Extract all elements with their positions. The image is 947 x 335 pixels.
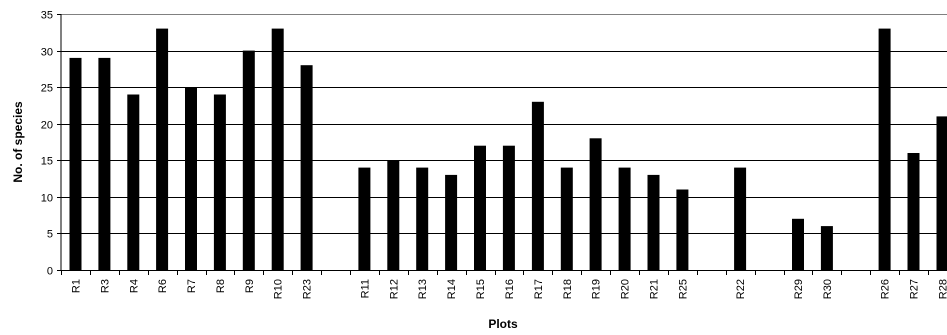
x-tick-label-R12: R12	[388, 279, 400, 299]
x-tick-label-R20: R20	[620, 279, 632, 299]
x-tick-label-R14: R14	[446, 279, 458, 299]
x-tick-label-R25: R25	[677, 279, 689, 299]
y-tick-label: 15	[41, 156, 53, 168]
bar-R30	[820, 226, 833, 270]
bar-R21	[647, 174, 660, 270]
x-tick-label-R3: R3	[99, 279, 111, 293]
bar-R15	[474, 145, 486, 270]
bar-R27	[907, 153, 920, 270]
y-tick-label: 10	[41, 193, 53, 205]
bar-R4	[127, 94, 140, 270]
bar-R18	[560, 167, 573, 270]
x-tick-label-R21: R21	[649, 279, 661, 299]
bar-R20	[618, 167, 631, 270]
bar-R29	[792, 218, 804, 270]
bar-R11	[358, 167, 371, 270]
y-axis-title: No. of species	[11, 101, 25, 183]
x-tick-label-R27: R27	[909, 279, 921, 299]
x-tick-label-R18: R18	[562, 279, 574, 299]
bar-R26	[878, 28, 891, 270]
bar-R28	[936, 116, 947, 271]
axes	[60, 14, 947, 271]
x-tick-label-R13: R13	[417, 279, 429, 299]
bar-R9	[242, 50, 255, 270]
bar-R6	[156, 28, 169, 270]
x-tick-label-R30: R30	[822, 279, 834, 299]
y-tick-label: 5	[47, 229, 53, 241]
x-tick-label-R28: R28	[938, 279, 947, 299]
bar-R10	[271, 28, 284, 270]
x-tick-labels: R1 R3 R4 R6 R7 R8 R9 R10 R23 R11 R12 R13 R14 R15 R16 R1…	[61, 270, 947, 299]
x-tick-label-R26: R26	[880, 279, 892, 299]
x-tick-label-R22: R22	[735, 279, 747, 299]
y-tick-label: 35	[41, 10, 53, 22]
bar-R23	[300, 65, 313, 270]
y-tick-label: 30	[41, 47, 53, 59]
bar-R22	[734, 167, 747, 270]
bar-R3	[98, 57, 111, 271]
bar-R17	[531, 101, 544, 270]
x-tick-label-R4: R4	[128, 279, 140, 293]
y-tick-label: 20	[41, 120, 53, 132]
bar-R13	[416, 167, 429, 270]
x-tick-label-R23: R23	[302, 279, 314, 299]
bar-R7	[185, 87, 197, 270]
x-tick-label-R8: R8	[215, 279, 227, 293]
x-tick-label-R1: R1	[71, 279, 83, 293]
x-axis-title: Plots	[488, 317, 518, 331]
x-tick-label-R10: R10	[273, 279, 285, 299]
bar-R12	[387, 160, 400, 270]
y-tick-label: 25	[41, 83, 53, 95]
x-tick-label-R17: R17	[533, 279, 545, 299]
y-tick-label: 0	[47, 266, 53, 278]
bar-R16	[502, 145, 515, 270]
bar-R1	[69, 57, 82, 271]
bar-R25	[676, 189, 689, 270]
bar-R14	[445, 174, 458, 270]
y-tick-labels: 0 5 10 15 20 25 30 35	[41, 10, 61, 278]
x-tick-label-R19: R19	[591, 279, 603, 299]
x-tick-label-R9: R9	[244, 279, 256, 293]
x-tick-label-R11: R11	[359, 279, 371, 298]
bar-R19	[589, 138, 602, 270]
x-tick-label-R16: R16	[504, 279, 516, 299]
x-tick-label-R15: R15	[475, 279, 487, 299]
bar-R8	[213, 94, 226, 270]
x-tick-label-R29: R29	[793, 279, 805, 299]
x-tick-label-R7: R7	[186, 279, 198, 293]
x-tick-label-R6: R6	[157, 279, 169, 293]
bars	[69, 28, 947, 271]
